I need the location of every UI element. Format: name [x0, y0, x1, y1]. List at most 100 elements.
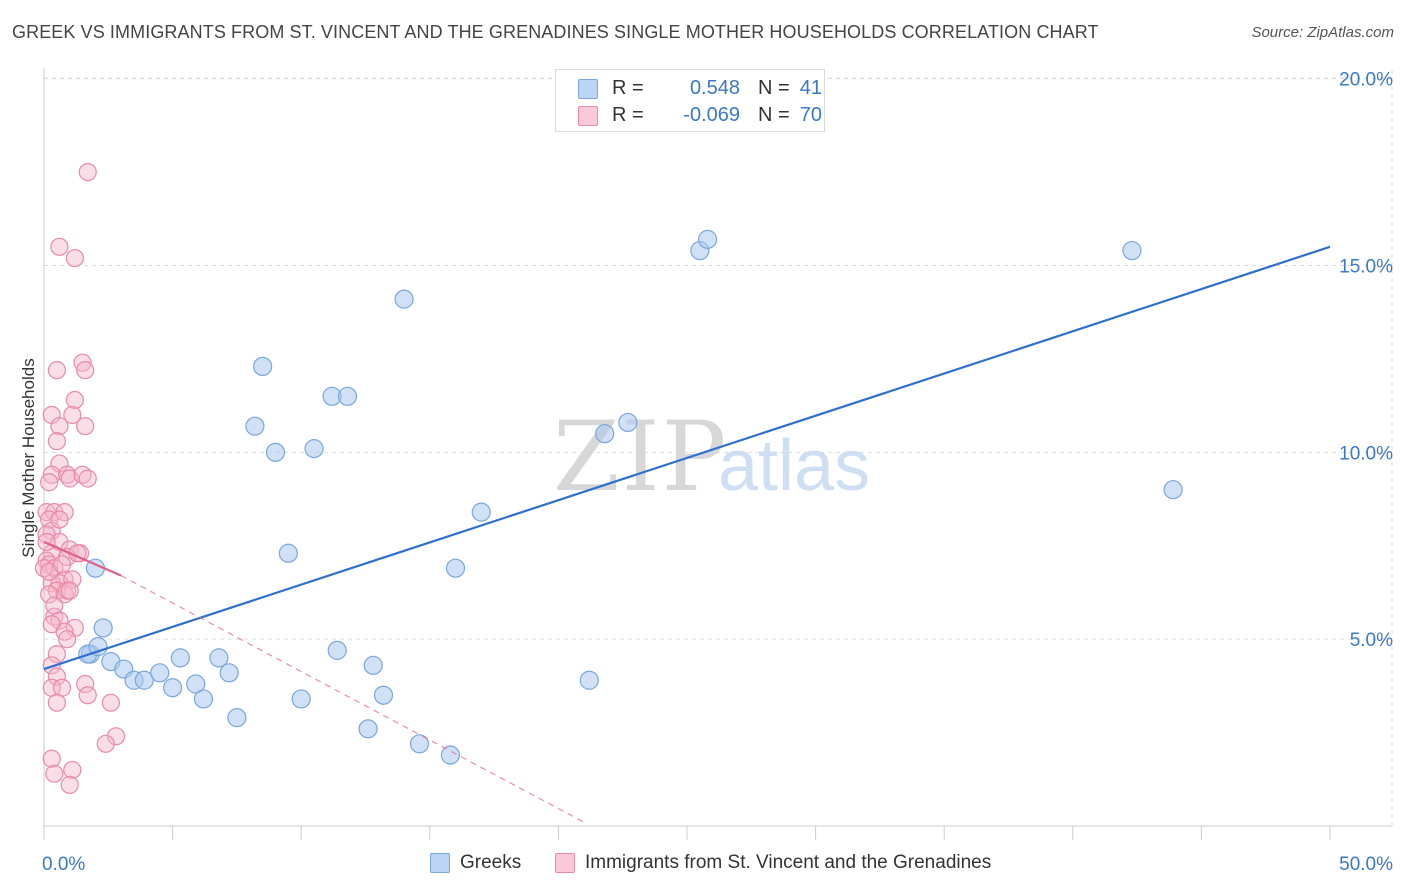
data-point-immigrants: [58, 630, 77, 649]
source-label: Source: ZipAtlas.com: [1251, 24, 1394, 41]
legend-n-label: N =: [758, 104, 790, 126]
data-point-greeks: [1122, 240, 1142, 261]
data-point-greeks: [304, 439, 324, 459]
data-point-immigrants: [78, 686, 97, 705]
data-point-greeks: [471, 502, 491, 522]
data-point-immigrants: [42, 656, 61, 675]
data-point-immigrants: [63, 760, 82, 780]
data-point-greeks: [163, 678, 183, 698]
trend-line-immigrants-extrapolated: [120, 575, 585, 823]
data-point-immigrants: [42, 465, 61, 484]
legend-r-value: -0.069: [683, 104, 740, 126]
data-point-greeks: [1163, 480, 1183, 500]
data-point-immigrants: [60, 775, 79, 794]
legend-r-label: R =: [612, 77, 644, 99]
bottom-legend-label: Immigrants from St. Vincent and the Gren…: [585, 852, 992, 873]
data-point-immigrants: [52, 555, 72, 574]
trend-lines: [43, 245, 1331, 823]
data-point-greeks: [358, 719, 378, 739]
legend-swatch-pink: [578, 106, 598, 126]
legend-n-value: 41: [799, 77, 822, 99]
data-point-greeks: [93, 618, 113, 638]
immigrants-points: [34, 162, 126, 794]
data-point-immigrants: [42, 749, 61, 768]
data-point-greeks: [579, 670, 599, 690]
data-point-greeks: [186, 674, 206, 694]
data-point-greeks: [373, 685, 394, 705]
y-tick-label: 5.0%: [1350, 630, 1393, 651]
data-point-greeks: [618, 412, 638, 433]
legend-swatch-blue: [578, 79, 598, 99]
data-point-immigrants: [101, 693, 120, 712]
axes: [43, 68, 1392, 840]
data-point-immigrants: [76, 674, 95, 694]
data-point-immigrants: [50, 237, 69, 256]
y-tick-label: 10.0%: [1339, 443, 1393, 464]
data-point-greeks: [253, 356, 273, 376]
data-point-immigrants: [47, 361, 66, 380]
data-point-immigrants: [50, 417, 69, 436]
data-point-immigrants: [45, 596, 64, 615]
data-point-greeks: [227, 708, 247, 728]
data-point-immigrants: [45, 764, 64, 783]
data-point-greeks: [150, 663, 170, 683]
data-point-greeks: [209, 648, 229, 668]
data-point-immigrants: [63, 405, 82, 425]
watermark-atlas: atlas: [718, 426, 870, 506]
data-point-greeks: [88, 637, 108, 657]
data-point-greeks: [697, 229, 718, 249]
bottom-legend-swatch-pink: [555, 853, 575, 873]
data-point-immigrants: [65, 248, 84, 268]
data-point-greeks: [278, 543, 298, 563]
data-point-greeks: [337, 386, 358, 406]
data-point-greeks: [409, 734, 430, 754]
data-point-immigrants: [96, 734, 115, 753]
data-point-immigrants: [78, 469, 97, 488]
y-tick-label: 15.0%: [1339, 257, 1393, 278]
data-point-immigrants: [47, 432, 66, 451]
data-point-greeks: [265, 442, 286, 462]
data-point-immigrants: [40, 585, 59, 604]
trend-line-greeks: [43, 245, 1331, 671]
data-point-immigrants: [40, 510, 59, 529]
legend-n-value: 70: [799, 104, 822, 126]
data-point-immigrants: [47, 645, 66, 664]
data-point-immigrants: [47, 693, 66, 712]
legend-n-label: N =: [758, 77, 790, 99]
data-point-greeks: [595, 424, 615, 444]
data-point-greeks: [394, 289, 414, 309]
data-point-immigrants: [65, 390, 84, 410]
bottom-legend-swatch-blue: [430, 853, 450, 873]
greeks-points: [78, 229, 1183, 765]
data-point-greeks: [193, 689, 214, 709]
data-point-greeks: [440, 745, 460, 765]
data-point-immigrants: [47, 667, 66, 686]
data-point-greeks: [219, 663, 239, 683]
data-point-greeks: [291, 689, 311, 709]
tick-labels: 5.0% 10.0% 15.0% 20.0% 0.0% 50.0%: [42, 70, 1393, 875]
x-tick-label: 0.0%: [42, 854, 85, 875]
y-axis-label: Single Mother Households: [19, 358, 38, 557]
data-point-immigrants: [76, 417, 95, 436]
legend-r-label: R =: [612, 104, 644, 126]
data-point-immigrants: [106, 727, 126, 746]
data-point-greeks: [445, 558, 466, 578]
data-point-immigrants: [40, 473, 59, 492]
data-point-immigrants: [63, 570, 82, 589]
data-point-immigrants: [60, 581, 79, 600]
watermark-zip: ZIP: [553, 401, 728, 513]
chart-title: GREEK VS IMMIGRANTS FROM ST. VINCENT AND…: [12, 22, 1099, 42]
data-point-immigrants: [50, 510, 69, 529]
trend-line-immigrants: [43, 541, 122, 577]
data-point-greeks: [134, 670, 154, 690]
data-point-immigrants: [78, 162, 97, 182]
data-point-greeks: [327, 640, 347, 660]
legend-r-value: 0.548: [689, 77, 740, 99]
correlation-legend: R = 0.548 N = 41 R = -0.069 N = 70: [555, 69, 825, 132]
data-point-immigrants: [73, 353, 92, 372]
data-point-greeks: [245, 416, 265, 436]
bottom-legend-label: Greeks: [460, 852, 522, 873]
watermark: ZIP atlas: [553, 401, 870, 513]
data-point-immigrants: [76, 361, 95, 380]
